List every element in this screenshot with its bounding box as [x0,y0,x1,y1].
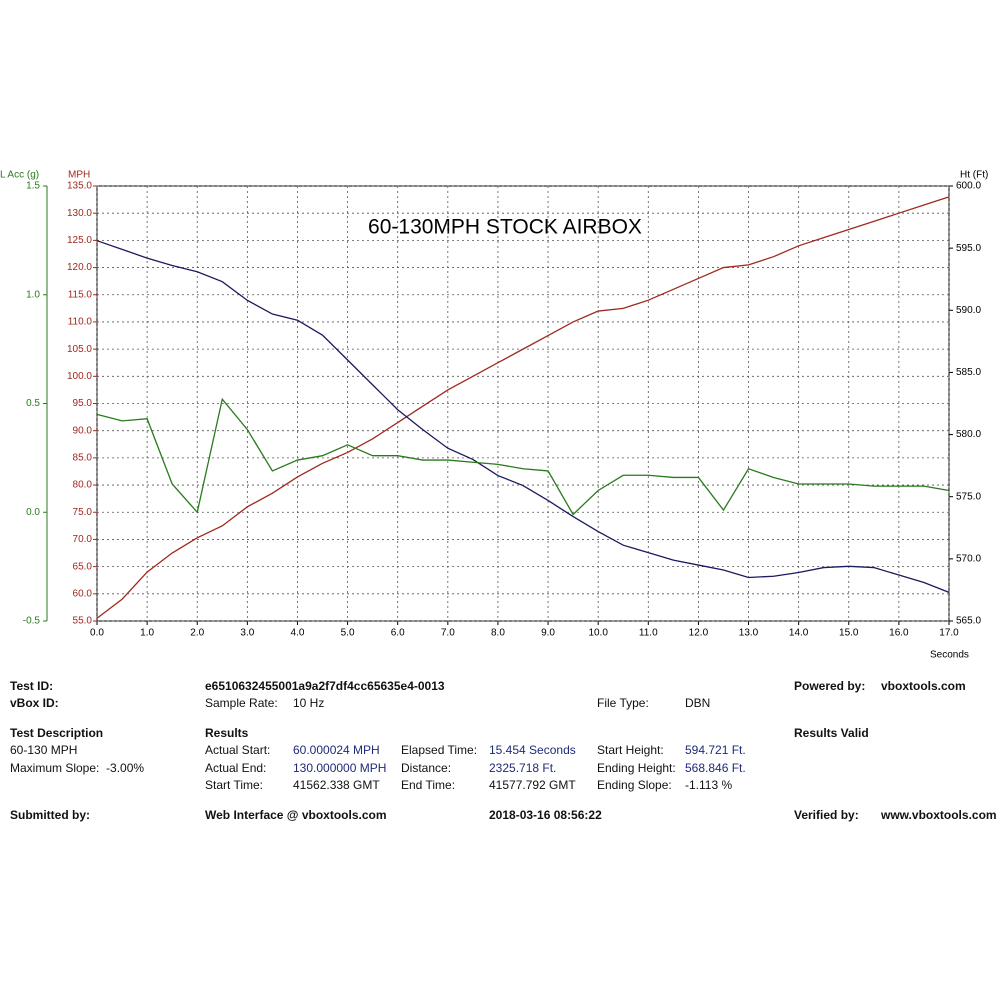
y-tick-label: 70.0 [73,534,93,545]
result-value: 60.000024 MPH [293,743,380,757]
series-line [96,196,950,619]
y-axis-label: MPH [68,170,90,181]
heading: Results Valid [794,726,869,740]
result-label: Start Time: [205,778,264,792]
x-tick-label: 17.0 [939,628,959,639]
x-tick-label: 9.0 [541,628,555,639]
heading: Test Description [10,726,104,740]
text: Web Interface @ vboxtools.com [205,808,387,822]
x-tick-label: 14.0 [789,628,809,639]
y2-tick-label: 565.0 [956,616,981,627]
y-tick-label: 110.0 [68,317,93,328]
y-tick-label: 120.0 [67,262,92,273]
x-tick-label: 1.0 [140,628,154,639]
result-value: 15.454 Seconds [489,743,576,757]
x-tick-label: 7.0 [441,628,455,639]
x-tick-label: 16.0 [889,628,909,639]
x-tick-label: 5.0 [341,628,355,639]
label: File Type: [597,696,649,710]
chart: 60-130MPH STOCK AIRBOX Seconds MPH Ht (F… [0,170,988,661]
x-tick-label: 6.0 [391,628,405,639]
result-label: Elapsed Time: [401,743,478,757]
heading: Results [205,726,249,740]
y-tick-label: 60.0 [73,588,93,599]
result-value: -1.113 % [685,778,733,792]
y2-tick-label: 575.0 [956,491,981,502]
y2-tick-label: 600.0 [956,181,981,192]
result-value: 41577.792 GMT [489,778,576,792]
result-value: 568.846 Ft. [685,760,746,775]
result-value: 594.721 Ft. [685,743,746,757]
x-tick-label: 2.0 [190,628,204,639]
y-tick-label: 75.0 [73,507,93,518]
result-label: Start Height: [597,743,664,757]
x-tick-label: 10.0 [588,628,608,639]
result-value: 41562.338 GMT [293,778,380,792]
y-tick-label: 65.0 [73,561,93,572]
value: DBN [685,696,711,710]
y3-tick-label: 0.5 [26,398,40,409]
y3-tick-label: -0.5 [23,616,41,627]
value: www.vboxtools.com [881,808,997,822]
y-tick-label: 90.0 [73,425,93,436]
y-tick-label: 55.0 [73,616,93,627]
label: Test ID: [10,679,54,693]
y-tick-label: 130.0 [67,208,92,219]
x-tick-label: 0.0 [90,628,104,639]
result-label: Ending Slope: [597,778,672,792]
result-value: 2325.718 Ft. [489,760,557,775]
label: Powered by: [794,679,866,693]
x-axis-label: Seconds [930,650,969,661]
result-label: Actual Start: [205,743,271,757]
x-tick-label: 8.0 [491,628,505,639]
value: e6510632455001a9a2f7df4cc65635e4-0013 [205,679,445,693]
y-tick-label: 125.0 [67,235,92,246]
x-tick-label: 11.0 [639,628,658,639]
y-tick-label: 80.0 [73,480,93,491]
y2-tick-label: 590.0 [956,305,981,316]
y2-tick-label: 595.0 [956,243,981,254]
y-tick-label: 115.0 [68,289,93,300]
x-tick-label: 12.0 [689,628,709,639]
x-tick-label: 4.0 [291,628,305,639]
series-line [96,397,950,516]
series-line [96,240,950,594]
result-label: Ending Height: [597,760,676,775]
result-value: 130.000000 MPH [293,760,387,775]
text: 60-130 MPH [10,743,78,757]
label: Sample Rate: [205,696,278,710]
y-tick-label: 135.0 [67,181,92,192]
y-tick-label: 85.0 [73,453,93,464]
text: Maximum Slope: -3.00% [10,761,145,775]
result-label: Distance: [401,760,452,775]
result-label: Actual End: [205,760,267,775]
text: 2018-03-16 08:56:22 [489,808,602,822]
y3-axis-label: L Acc (g) [0,170,39,181]
y3-tick-label: 0.0 [26,507,40,518]
y2-tick-label: 585.0 [956,367,981,378]
y-tick-label: 95.0 [73,398,93,409]
y-tick-label: 105.0 [67,344,92,355]
y3-tick-label: 1.5 [26,181,40,192]
chart-title: 60-130MPH STOCK AIRBOX [368,216,642,239]
y2-tick-label: 570.0 [956,553,981,564]
result-label: End Time: [401,778,456,792]
label: Submitted by: [10,808,90,822]
y2-tick-label: 580.0 [956,429,981,440]
label: Verified by: [794,808,859,822]
x-tick-label: 3.0 [240,628,254,639]
x-tick-label: 15.0 [839,628,859,639]
y2-axis-label: Ht (Ft) [960,170,988,181]
value: vboxtools.com [881,679,966,693]
x-tick-label: 13.0 [739,628,759,639]
y-tick-label: 100.0 [67,371,92,382]
value: 10 Hz [293,696,325,710]
label: vBox ID: [10,696,59,710]
y3-tick-label: 1.0 [26,289,40,300]
